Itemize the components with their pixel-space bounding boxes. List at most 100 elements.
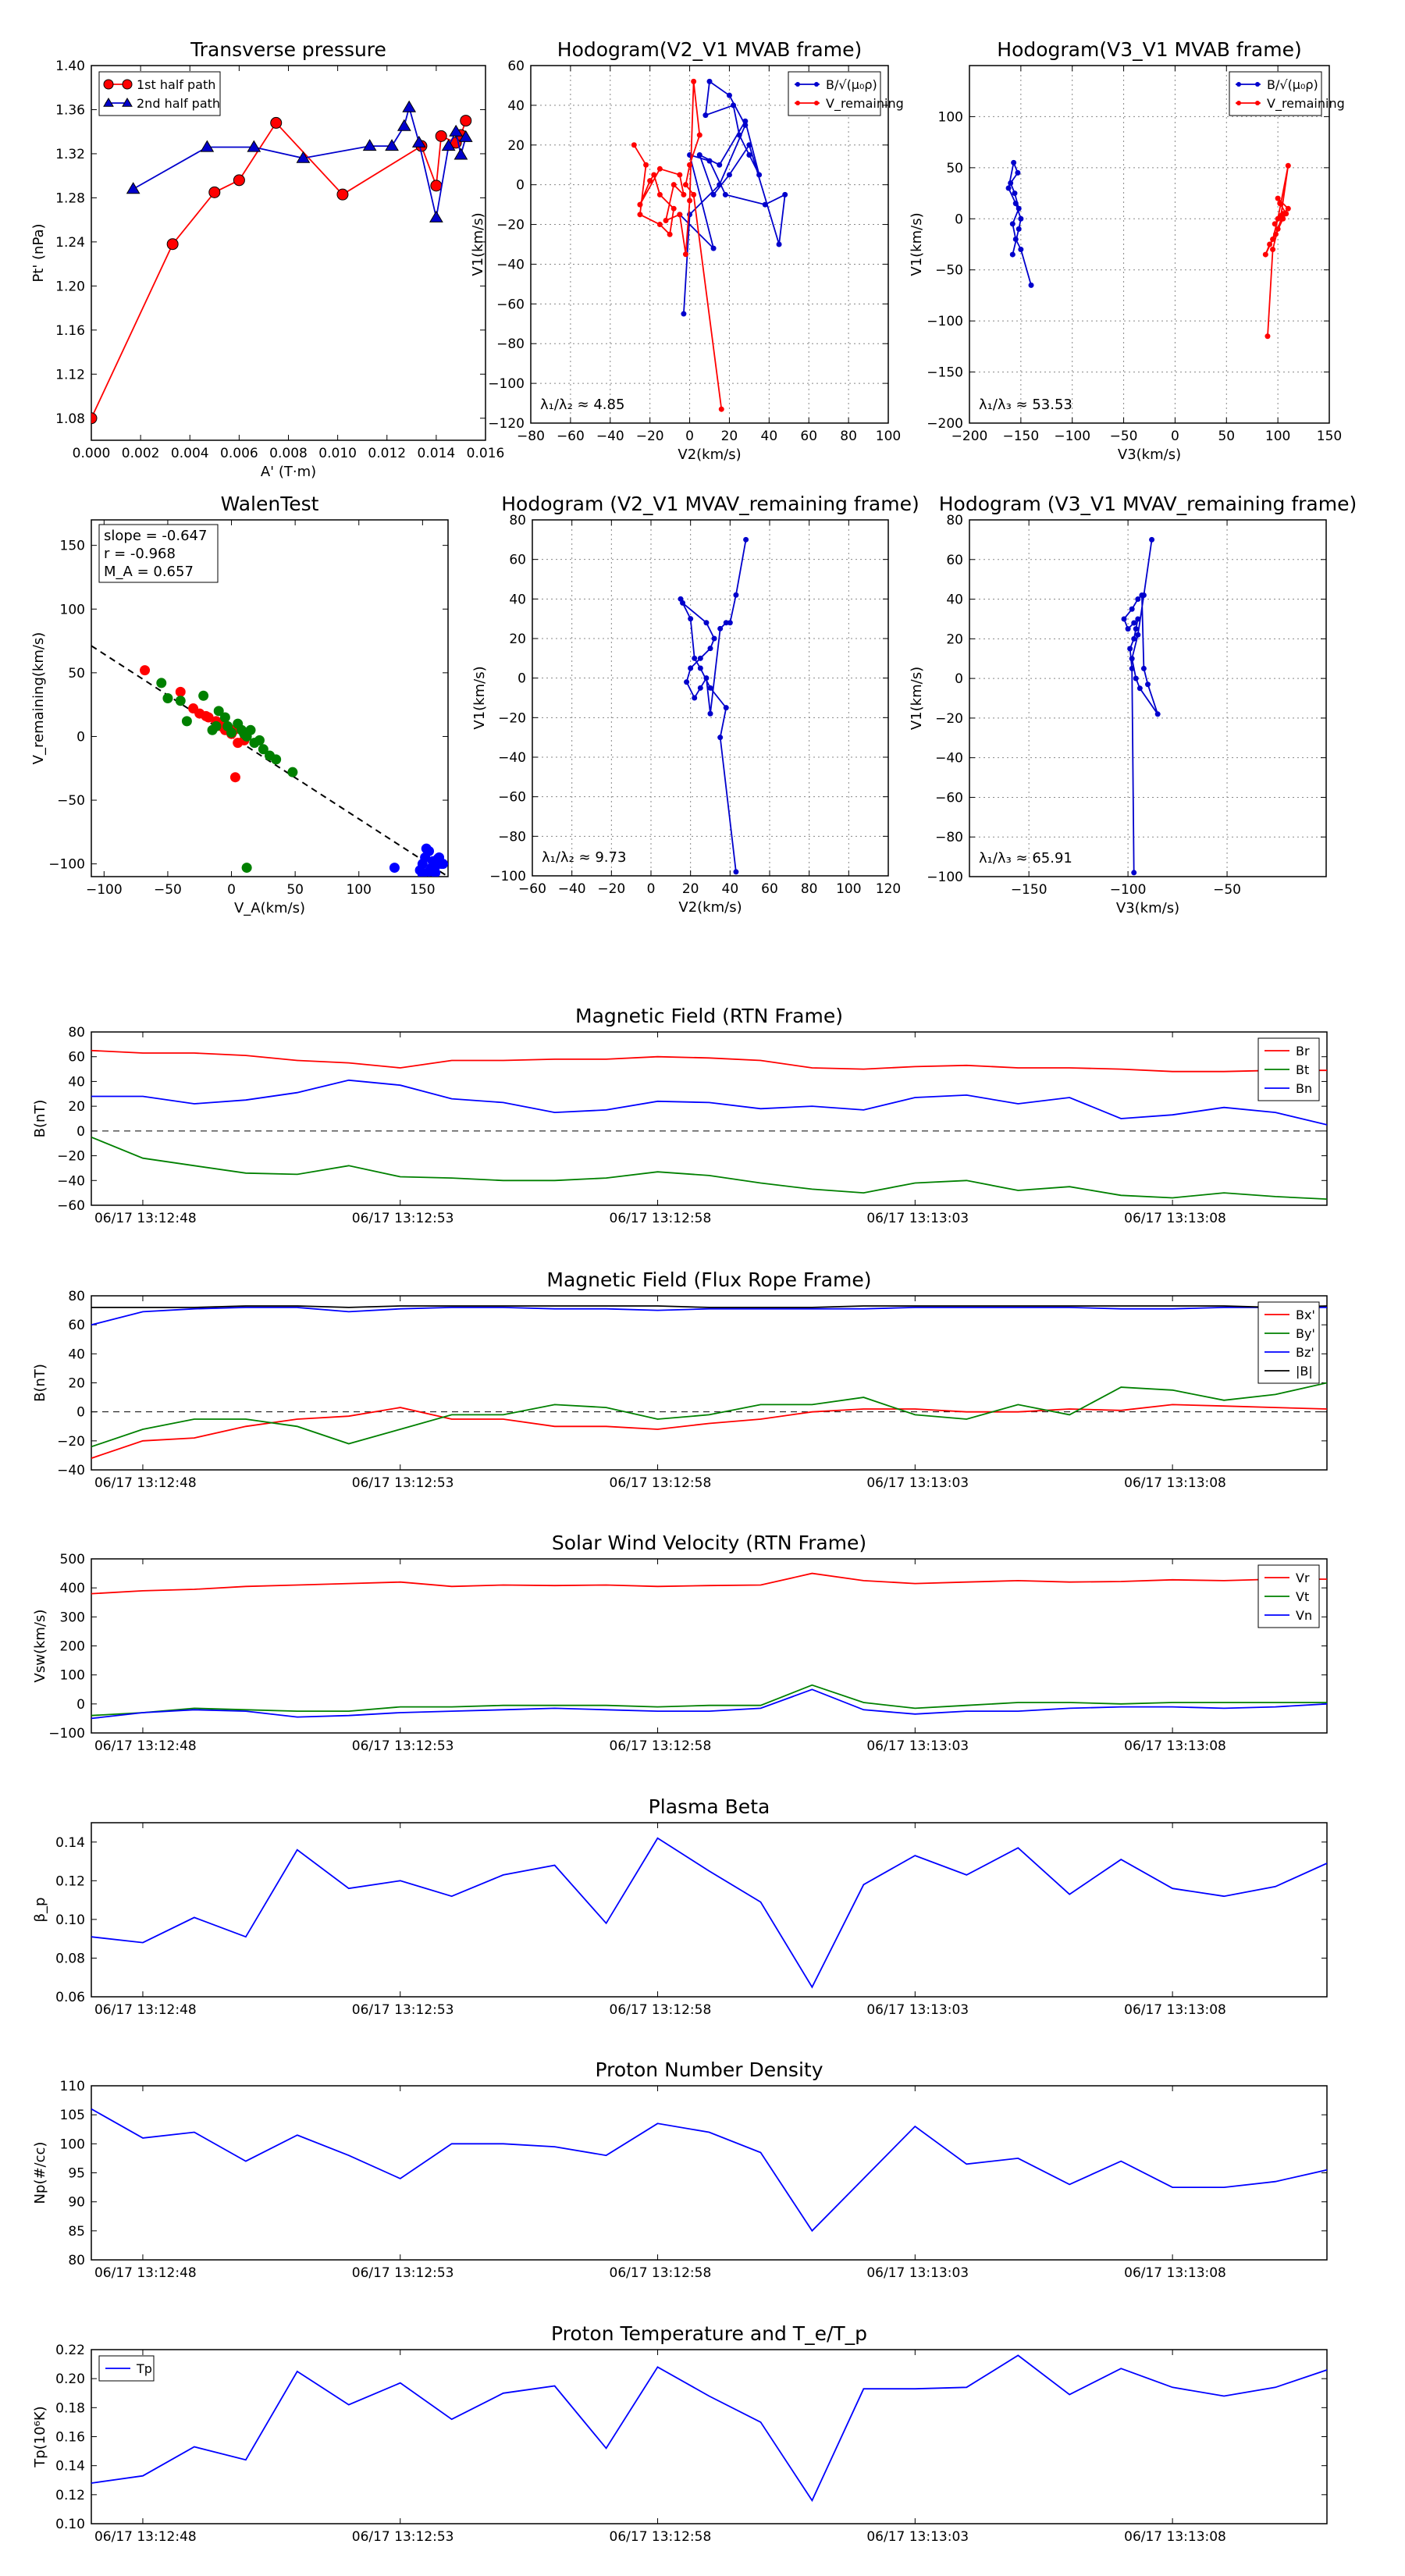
y-tick-label: 80 (68, 1025, 85, 1041)
x-tick-label: −40 (596, 429, 624, 444)
y-tick-label: 0.10 (55, 2517, 85, 2532)
y-tick-label: 0.06 (55, 1990, 85, 2005)
x-tick-label: 06/17 13:13:08 (1124, 1738, 1226, 1754)
y-tick-label: 1.28 (55, 190, 85, 206)
x-tick-label: 0 (685, 429, 694, 444)
y-tick-label: −50 (57, 793, 85, 809)
x-tick-label: 06/17 13:12:48 (94, 1211, 197, 1226)
data-point (687, 212, 693, 218)
data-point (1009, 251, 1016, 258)
y-tick-label: 80 (68, 2253, 85, 2268)
y-tick-label: 20 (509, 632, 526, 647)
data-point (181, 716, 192, 727)
x-tick-label: 06/17 13:12:48 (94, 2265, 197, 2281)
legend: Vr Vt Vn (1257, 1564, 1320, 1628)
y-tick-label: 300 (60, 1610, 85, 1625)
legend-label: Vr (1296, 1571, 1310, 1585)
data-point (1125, 626, 1131, 632)
y-axis-label: Vsw(km/s) (32, 1610, 48, 1683)
data-point (643, 162, 649, 168)
y-tick-label: 80 (509, 513, 526, 528)
x-tick-label: 06/17 13:12:58 (610, 2002, 712, 2018)
y-tick-label: 0 (76, 1697, 85, 1713)
data-point (1273, 231, 1279, 237)
data-point (449, 124, 463, 137)
data-point (1018, 215, 1024, 222)
data-point (1133, 626, 1139, 632)
data-point (746, 142, 752, 148)
x-tick-label: 06/17 13:12:53 (352, 1738, 454, 1754)
y-tick-label: −20 (935, 711, 963, 727)
legend-label: Tp (136, 2361, 152, 2376)
data-point (156, 678, 167, 688)
chart-p3: −200 −150 −100 −50 0 50 100 150 −200 −150 −100 −50 0… (909, 38, 1345, 463)
data-point (362, 139, 377, 151)
y-axis-label: V1(km/s) (909, 212, 925, 276)
data-point (717, 162, 723, 168)
data-point (1129, 665, 1135, 671)
y-axis-label: β_p (32, 1898, 48, 1923)
y-tick-label: 40 (68, 1347, 85, 1362)
data-point (219, 712, 230, 723)
axes-frame (532, 519, 889, 877)
legend-label: Vn (1296, 1608, 1312, 1623)
data-point (706, 158, 713, 164)
y-tick-label: −20 (57, 1434, 85, 1450)
data-point (1009, 221, 1016, 227)
x-tick-label: 100 (836, 881, 861, 897)
plot-area (91, 645, 448, 877)
data-point (1135, 596, 1141, 603)
series-line-|B| (91, 1305, 1327, 1308)
x-tick-label: 0 (647, 881, 656, 897)
data-point (677, 172, 683, 178)
data-point (680, 600, 686, 606)
y-tick-label: −120 (488, 416, 525, 432)
x-tick-label: 0 (227, 882, 236, 898)
data-point (175, 686, 186, 697)
data-point (727, 620, 733, 626)
x-tick-label: 06/17 13:13:08 (1124, 2529, 1226, 2545)
y-tick-label: 0 (516, 178, 525, 194)
data-point (1129, 656, 1135, 662)
y-tick-label: −100 (927, 314, 963, 329)
data-point (91, 412, 98, 425)
y-tick-label: 20 (507, 138, 525, 154)
data-point (723, 620, 729, 626)
data-point (703, 675, 710, 681)
legend-label: By' (1296, 1326, 1315, 1341)
data-point (241, 863, 252, 873)
data-point (1008, 180, 1014, 186)
data-point (1131, 635, 1137, 642)
data-point (271, 754, 282, 765)
x-tick-label: 60 (800, 429, 817, 444)
data-point (733, 592, 739, 598)
data-point (229, 772, 240, 783)
data-point (430, 180, 443, 192)
y-tick-label: −80 (498, 829, 526, 845)
y-tick-label: 60 (68, 1050, 85, 1066)
y-tick-label: 50 (68, 666, 85, 681)
stat-ma: M_A = 0.657 (104, 564, 194, 580)
data-point (1140, 665, 1147, 671)
data-point (726, 92, 732, 98)
x-tick-label: −40 (558, 881, 586, 897)
x-tick-label: −60 (557, 429, 585, 444)
data-point (691, 78, 697, 84)
data-point (245, 724, 256, 735)
y-tick-label: −40 (57, 1463, 85, 1478)
plot-area (1121, 536, 1161, 876)
data-point (122, 98, 133, 107)
y-axis-label: V1(km/s) (909, 667, 925, 730)
data-point (429, 210, 443, 222)
data-point (441, 139, 456, 151)
series-line-Bz' (91, 1307, 1327, 1326)
y-tick-label: −20 (496, 218, 525, 233)
y-tick-label: 40 (509, 592, 526, 607)
chart-title: Hodogram(V2_V1 MVAB frame) (557, 38, 862, 61)
x-axis-label: V2(km/s) (678, 899, 742, 916)
y-tick-label: 60 (507, 59, 525, 74)
x-tick-label: 0.000 (73, 446, 111, 461)
chart-p10: 06/17 13:12:48 06/17 13:12:53 06/17 13:12:… (32, 1795, 1328, 2018)
y-tick-label: 105 (60, 2108, 85, 2123)
data-point (233, 174, 245, 187)
